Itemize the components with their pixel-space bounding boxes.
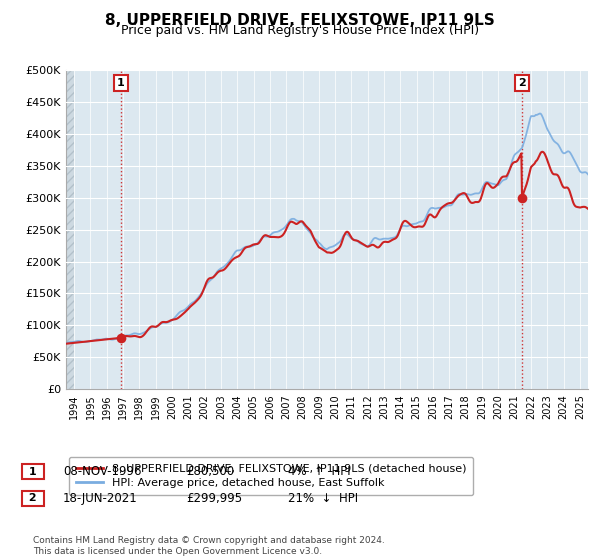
Text: 2: 2	[518, 78, 526, 88]
Text: 21%  ↓  HPI: 21% ↓ HPI	[288, 492, 358, 505]
Bar	[66, 70, 74, 389]
Text: 8, UPPERFIELD DRIVE, FELIXSTOWE, IP11 9LS: 8, UPPERFIELD DRIVE, FELIXSTOWE, IP11 9L…	[105, 13, 495, 28]
Text: 2: 2	[25, 493, 41, 503]
Text: 18-JUN-2021: 18-JUN-2021	[63, 492, 138, 505]
Legend: 8, UPPERFIELD DRIVE, FELIXSTOWE, IP11 9LS (detached house), HPI: Average price, : 8, UPPERFIELD DRIVE, FELIXSTOWE, IP11 9L…	[69, 457, 473, 495]
Text: £80,500: £80,500	[186, 465, 234, 478]
Text: 1: 1	[25, 466, 41, 477]
Text: Contains HM Land Registry data © Crown copyright and database right 2024.
This d: Contains HM Land Registry data © Crown c…	[33, 536, 385, 556]
Text: 08-NOV-1996: 08-NOV-1996	[63, 465, 142, 478]
Text: 1: 1	[117, 78, 125, 88]
Text: 4%  ↑  HPI: 4% ↑ HPI	[288, 465, 350, 478]
Text: £299,995: £299,995	[186, 492, 242, 505]
Text: Price paid vs. HM Land Registry's House Price Index (HPI): Price paid vs. HM Land Registry's House …	[121, 24, 479, 37]
